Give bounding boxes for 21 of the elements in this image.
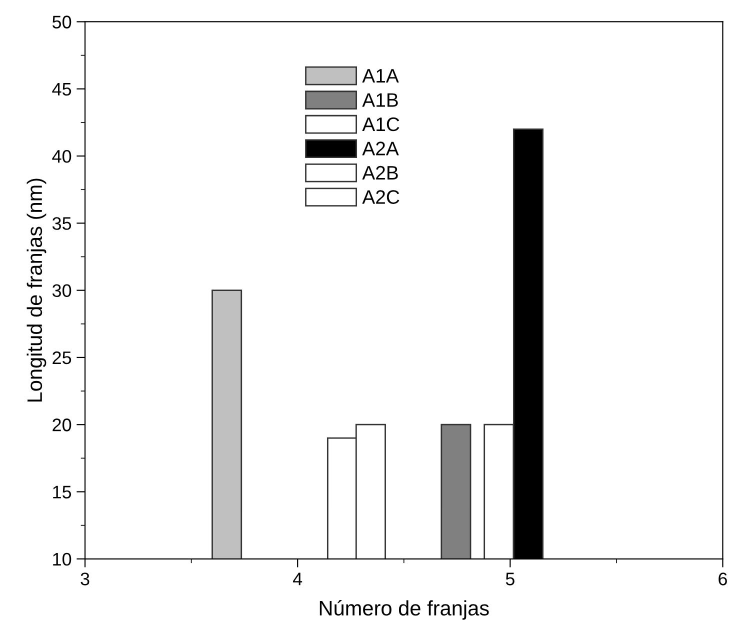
y-tick-label: 10 [53,552,72,566]
x-tick-label: 6 [718,572,727,586]
x-tick-label: 4 [292,572,302,586]
legend-label: A2A [362,142,399,156]
legend-label: A1B [362,93,398,107]
x-axis-title: Número de franjas [320,600,489,620]
legend-label: A1A [362,69,399,82]
y-tick-label: 50 [52,16,72,28]
x-tick-label: 3 [80,572,90,586]
y-tick-label: 35 [52,217,72,230]
y-tick-label: 20 [52,418,72,432]
legend-label: A1C [362,117,400,132]
y-tick-label: 30 [52,284,72,298]
y-tick-label: 25 [52,351,72,364]
legend-label: A2C [362,190,400,204]
x-tick-label: 5 [506,572,514,586]
y-axis-title: Longitud de franjas (nm) [26,178,46,402]
legend-label: A2B [362,166,398,180]
y-tick-label: 15 [53,486,72,498]
y-tick-label: 45 [52,83,72,96]
y-tick-label: 40 [52,150,72,163]
